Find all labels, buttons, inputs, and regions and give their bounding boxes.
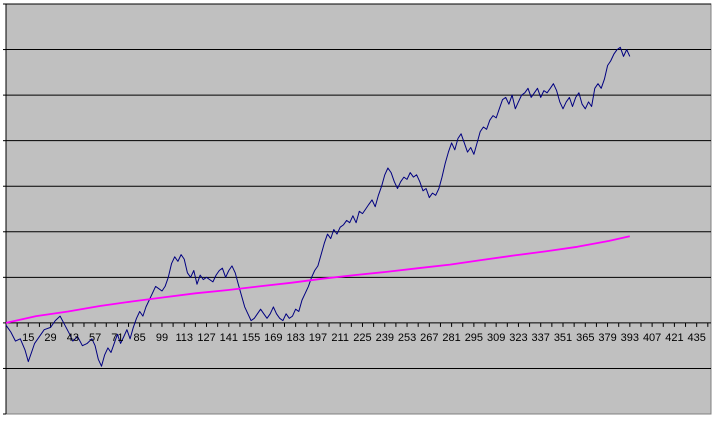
x-tick-label: 85 [134, 332, 146, 344]
x-tick-label: 337 [532, 332, 550, 344]
x-tick-labels: 15 29 43 57 71 85 99 113 127 141 155 169 183 197 211 22… [22, 332, 706, 344]
x-tick-label: 379 [598, 332, 616, 344]
x-tick-label: 71 [111, 332, 123, 344]
x-tick-label: 351 [554, 332, 572, 344]
x-tick-label: 141 [220, 332, 238, 344]
x-tick-label: 183 [286, 332, 304, 344]
x-tick-label: 29 [44, 332, 56, 344]
series-line-1 [5, 46, 631, 367]
x-tick-label: 197 [309, 332, 327, 344]
x-tick-label: 57 [89, 332, 101, 344]
x-tick-label: 127 [197, 332, 215, 344]
x-tick-label: 239 [376, 332, 394, 344]
plot-area [5, 3, 712, 415]
x-tick-label: 99 [156, 332, 168, 344]
axes [3, 3, 711, 415]
x-tick-label: 407 [643, 332, 661, 344]
x-tick-label: 267 [420, 332, 438, 344]
x-tick-label: 323 [509, 332, 527, 344]
gridlines [6, 3, 711, 369]
x-tick-label: 43 [67, 332, 79, 344]
x-tick-label: 435 [687, 332, 705, 344]
series-line-2 [5, 235, 630, 324]
x-tick-label: 393 [621, 332, 639, 344]
x-tick-label: 211 [331, 332, 349, 344]
series-lines [5, 46, 631, 367]
x-tick-label: 309 [487, 332, 505, 344]
x-tick-label: 169 [264, 332, 282, 344]
x-tick-label: 253 [398, 332, 416, 344]
x-tick-label: 113 [175, 332, 193, 344]
x-tick-label: 225 [353, 332, 371, 344]
x-tick-label: 421 [665, 332, 683, 344]
x-tick-label: 295 [465, 332, 483, 344]
x-tick-label: 15 [22, 332, 34, 344]
x-tick-label: 365 [576, 332, 594, 344]
x-tick-label: 281 [442, 332, 460, 344]
x-tick-label: 155 [242, 332, 260, 344]
